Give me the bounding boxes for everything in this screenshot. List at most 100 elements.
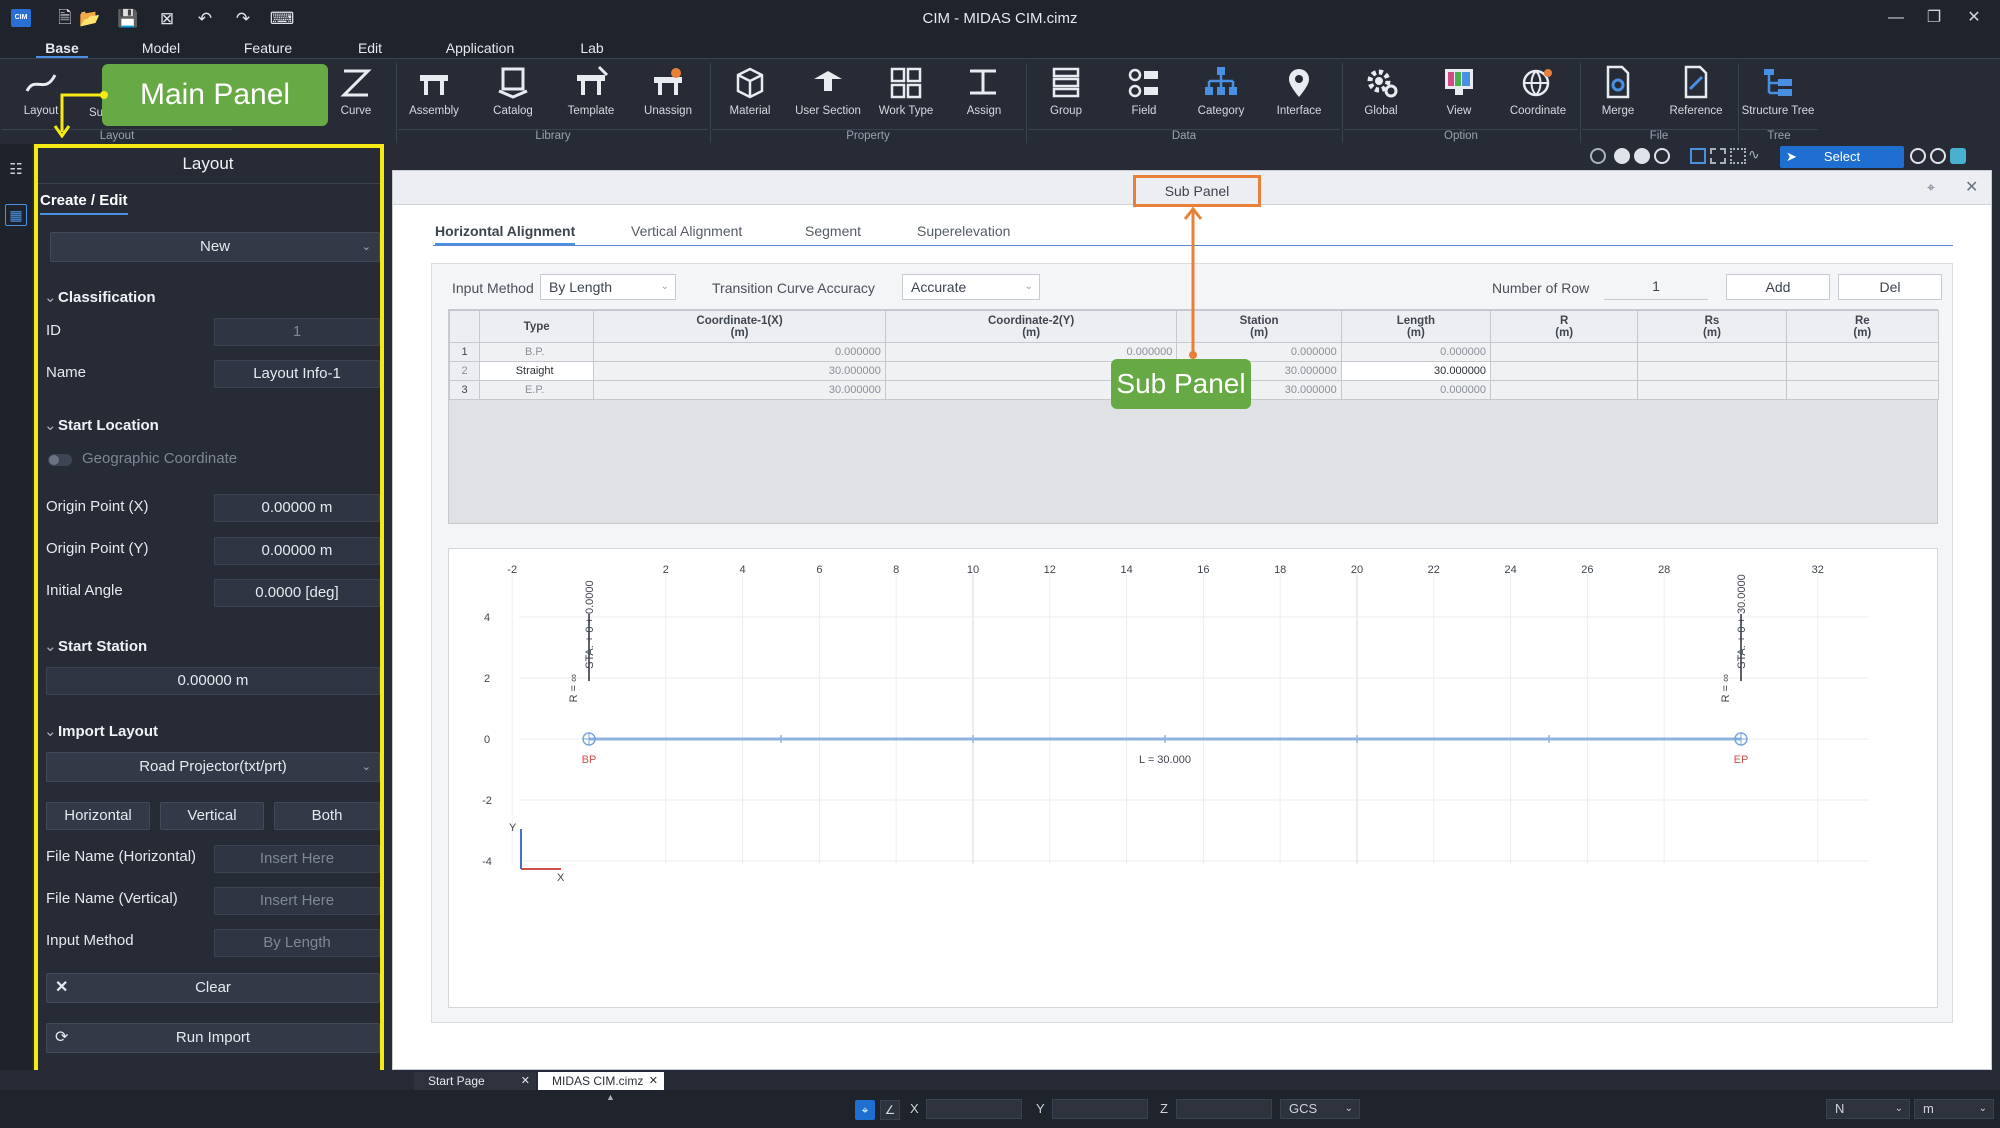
length-cell[interactable]: 0.000000 bbox=[1340, 342, 1492, 362]
tab-create-edit[interactable]: Create / Edit bbox=[40, 192, 128, 215]
z-coord-field[interactable] bbox=[1176, 1099, 1272, 1119]
classification-header[interactable]: ⌄Classification bbox=[44, 288, 156, 306]
input-method-select[interactable]: By Length ⌄ bbox=[540, 274, 676, 300]
origin-x-field[interactable]: 0.00000 m bbox=[214, 494, 380, 522]
type-cell[interactable]: E.P. bbox=[479, 380, 595, 400]
tab-vertical-alignment[interactable]: Vertical Alignment bbox=[631, 223, 743, 239]
r-cell[interactable] bbox=[1490, 342, 1639, 362]
column-header[interactable]: Coordinate-1(X) (m) bbox=[593, 310, 886, 343]
number-of-row-input[interactable]: 1 bbox=[1604, 274, 1708, 300]
tree-view-icon[interactable]: ☷ bbox=[9, 161, 23, 178]
alignment-plot[interactable]: -2 2 4 6 8 10 12 14 16 18 20 22 24 26 28 32 4 2 0 -2 -4 BP EP S… bbox=[448, 548, 1938, 1008]
settings-circle-icon[interactable] bbox=[1930, 148, 1946, 164]
add-row-button[interactable]: Add bbox=[1726, 274, 1830, 300]
run-import-button[interactable]: ⟳ Run Import bbox=[46, 1023, 380, 1053]
initial-angle-field[interactable]: 0.0000 [deg] bbox=[214, 579, 380, 607]
import-source-select[interactable]: Road Projector(txt/prt) ⌄ bbox=[46, 752, 380, 782]
input-method-select[interactable]: By Length bbox=[214, 929, 380, 957]
origin-y-field[interactable]: 0.00000 m bbox=[214, 537, 380, 565]
both-button[interactable]: Both bbox=[274, 802, 380, 830]
group-button[interactable]: Group bbox=[1030, 63, 1102, 129]
tab-segment[interactable]: Segment bbox=[805, 223, 862, 239]
length-cell[interactable]: 0.000000 bbox=[1340, 380, 1492, 400]
unassign-button[interactable]: Unassign bbox=[632, 63, 704, 129]
horizontal-button[interactable]: Horizontal bbox=[46, 802, 150, 830]
close-icon[interactable]: ✕ bbox=[1965, 179, 1979, 196]
layout-button[interactable]: Layout bbox=[4, 63, 78, 129]
y-cell[interactable]: 0.000000 bbox=[884, 342, 1178, 362]
close-icon[interactable]: ✕ bbox=[520, 1075, 530, 1087]
structure-tree-button[interactable]: Structure Tree bbox=[1738, 63, 1818, 129]
tab-horizontal-alignment[interactable]: Horizontal Alignment bbox=[435, 223, 576, 245]
start-station-header[interactable]: ⌄Start Station bbox=[44, 637, 147, 655]
column-header[interactable]: Type bbox=[479, 310, 595, 343]
pin-icon[interactable]: ⌖ bbox=[1927, 179, 1935, 195]
delete-row-button[interactable]: Del bbox=[1838, 274, 1942, 300]
start-location-header[interactable]: ⌄Start Location bbox=[44, 416, 159, 434]
coordinate-button[interactable]: Coordinate bbox=[1500, 63, 1576, 129]
open-folder-icon[interactable]: 📂 bbox=[79, 9, 101, 28]
rs-cell[interactable] bbox=[1637, 380, 1787, 400]
catalog-button[interactable]: Catalog bbox=[477, 63, 549, 129]
file-horizontal-input[interactable]: Insert Here bbox=[214, 845, 380, 873]
re-cell[interactable] bbox=[1785, 380, 1940, 400]
re-cell[interactable] bbox=[1785, 342, 1940, 362]
column-header[interactable]: Re (m) bbox=[1785, 310, 1940, 343]
file-vertical-input[interactable]: Insert Here bbox=[214, 887, 380, 915]
expand-up-icon[interactable]: ▲ bbox=[606, 1092, 615, 1102]
assign-button[interactable]: Assign bbox=[948, 63, 1020, 129]
global-button[interactable]: Global bbox=[1345, 63, 1417, 129]
column-header[interactable]: Rs (m) bbox=[1637, 310, 1787, 343]
transition-accuracy-select[interactable]: Accurate ⌄ bbox=[902, 274, 1040, 300]
merge-button[interactable]: Merge bbox=[1582, 63, 1654, 129]
panel-grid-icon[interactable]: ▦ bbox=[5, 204, 27, 226]
curve-select-icon[interactable]: ∿ bbox=[1748, 146, 1760, 162]
station-cell[interactable]: 0.000000 bbox=[1176, 342, 1342, 362]
clear-button[interactable]: ✕ Clear bbox=[46, 973, 380, 1003]
reference-button[interactable]: Reference bbox=[1660, 63, 1732, 129]
menu-application[interactable]: Application bbox=[445, 40, 515, 56]
start-station-field[interactable]: 0.00000 m bbox=[46, 667, 380, 695]
new-select[interactable]: New ⌄ bbox=[50, 232, 380, 262]
geographic-toggle[interactable] bbox=[48, 454, 72, 466]
x-cell[interactable]: 30.000000 bbox=[593, 380, 886, 400]
material-button[interactable]: Material bbox=[714, 63, 786, 129]
menu-edit[interactable]: Edit bbox=[357, 40, 383, 56]
close-file-icon[interactable]: ⊠ bbox=[159, 9, 175, 28]
select-mode-button[interactable]: ➤ Select bbox=[1780, 146, 1904, 168]
r-cell[interactable] bbox=[1490, 361, 1639, 381]
import-layout-header[interactable]: ⌄Import Layout bbox=[44, 722, 158, 740]
re-cell[interactable] bbox=[1785, 361, 1940, 381]
column-header[interactable]: R (m) bbox=[1490, 310, 1639, 343]
type-cell[interactable]: Straight bbox=[479, 361, 595, 381]
clock-icon[interactable] bbox=[1910, 148, 1926, 164]
snap-icon[interactable]: ⌖ bbox=[855, 1100, 875, 1120]
length-cell[interactable]: 30.000000 bbox=[1340, 361, 1492, 381]
tab-midas-cim[interactable]: MIDAS CIM.cimz ✕ bbox=[538, 1072, 664, 1090]
column-header[interactable]: Coordinate-2(Y) (m) bbox=[884, 310, 1178, 343]
assembly-button[interactable]: Assembly bbox=[398, 63, 470, 129]
vertical-button[interactable]: Vertical bbox=[160, 802, 264, 830]
x-coord-field[interactable] bbox=[926, 1099, 1022, 1119]
x-cell[interactable]: 0.000000 bbox=[593, 342, 886, 362]
restore-icon[interactable]: ❐ bbox=[1926, 9, 1942, 26]
view-button[interactable]: View bbox=[1423, 63, 1495, 129]
close-window-icon[interactable]: ✕ bbox=[1967, 9, 1981, 26]
curve-button[interactable]: Curve bbox=[320, 63, 392, 129]
redo-icon[interactable]: ↷ bbox=[235, 9, 251, 28]
keyboard-icon[interactable]: ⌨ bbox=[269, 9, 295, 28]
field-button[interactable]: Field bbox=[1108, 63, 1180, 129]
menu-feature[interactable]: Feature bbox=[243, 40, 293, 56]
rs-cell[interactable] bbox=[1637, 342, 1787, 362]
poly-select-icon[interactable] bbox=[1730, 148, 1746, 164]
user-section-button[interactable]: User Section bbox=[790, 63, 866, 129]
menu-lab[interactable]: Lab bbox=[580, 40, 604, 56]
type-cell[interactable]: B.P. bbox=[479, 342, 595, 362]
render-icon[interactable] bbox=[1950, 148, 1966, 164]
save-icon[interactable]: 💾 bbox=[117, 9, 139, 28]
y-coord-field[interactable] bbox=[1052, 1099, 1148, 1119]
angle-icon[interactable]: ∠ bbox=[880, 1100, 900, 1120]
coordinate-system-select[interactable]: GCS ⌄ bbox=[1280, 1099, 1360, 1119]
name-field[interactable]: Layout Info-1 bbox=[214, 360, 380, 388]
tab-start-page[interactable]: Start Page ✕ bbox=[414, 1072, 536, 1090]
